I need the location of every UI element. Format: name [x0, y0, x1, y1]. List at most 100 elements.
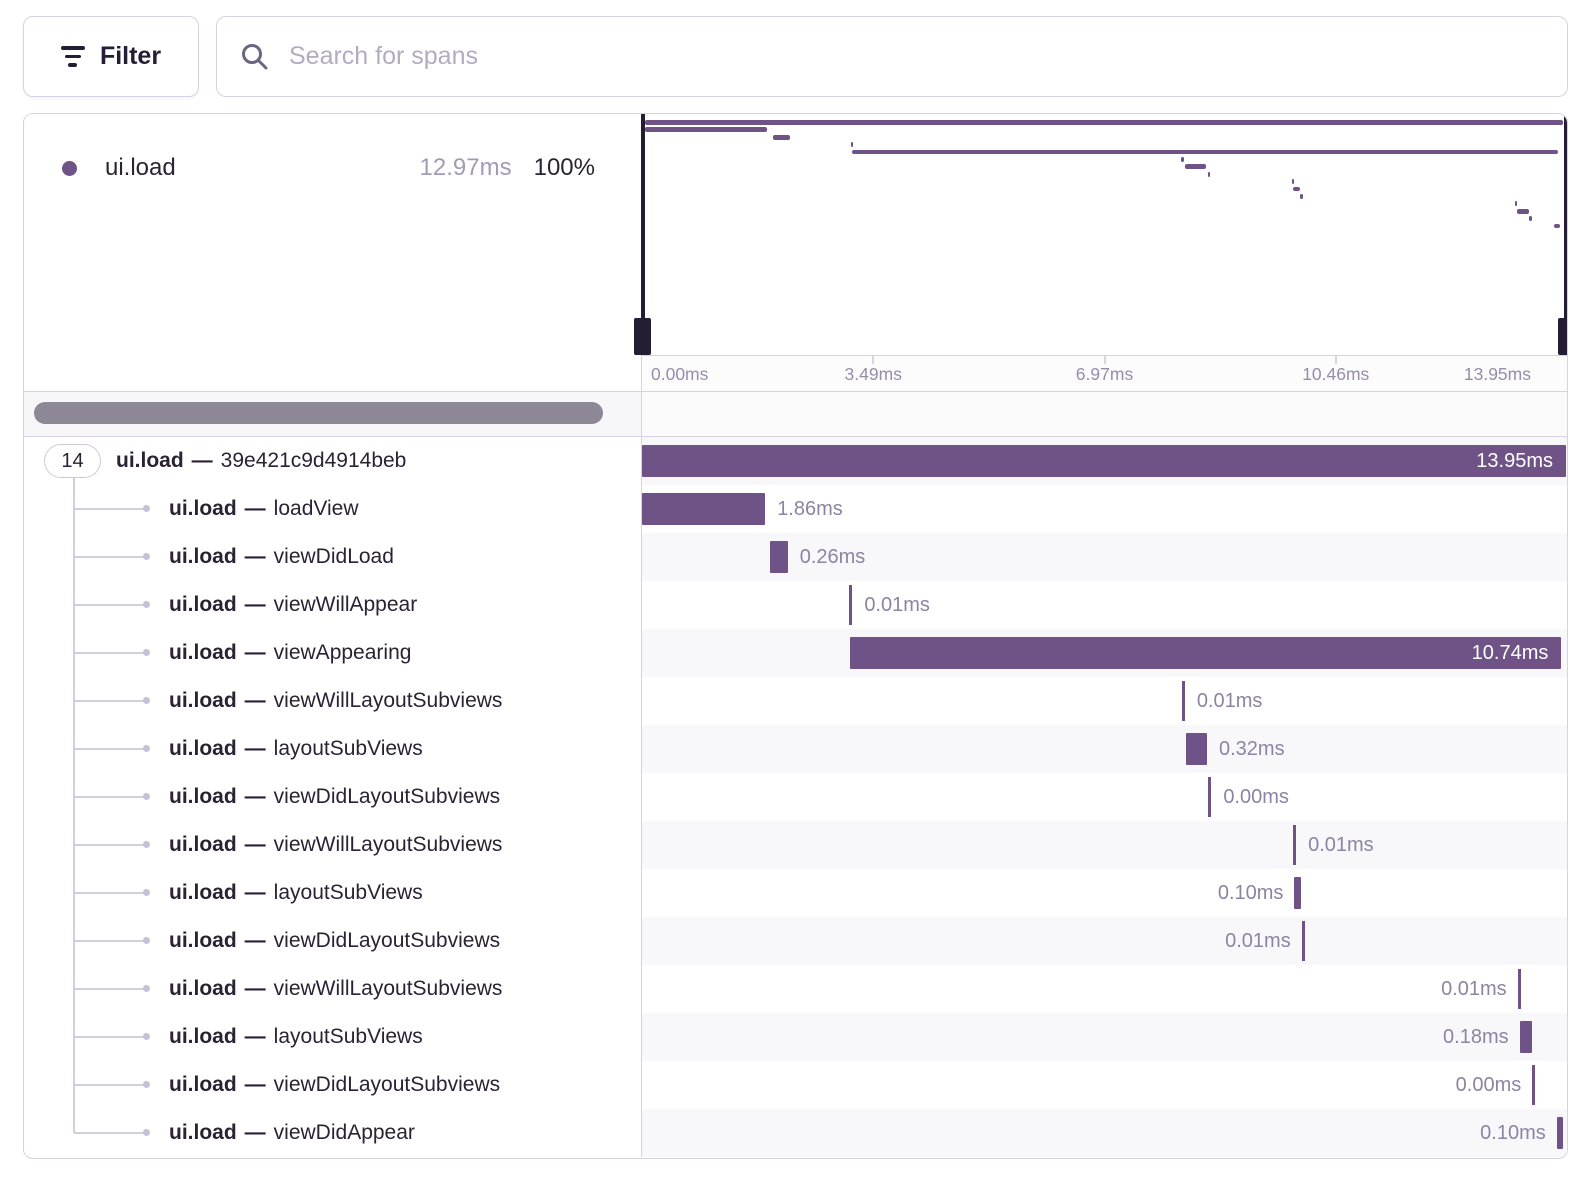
span-row[interactable]: ui.load — viewWillLayoutSubviews 0.01ms: [24, 821, 1567, 869]
span-row[interactable]: ui.load — layoutSubViews 0.18ms: [24, 1013, 1567, 1061]
tree-connector-line: [74, 1036, 146, 1038]
axis-label: 13.95ms: [1463, 364, 1531, 384]
span-duration-label: 0.00ms: [1223, 786, 1289, 808]
tree-trunk-line: [73, 478, 75, 1133]
span-tree-cell: ui.load — viewDidLayoutSubviews: [24, 773, 642, 821]
tree-connector-dot: [143, 697, 150, 704]
span-label: ui.load —39e421c9d4914beb: [116, 449, 407, 472]
trace-panel: ui.load 12.97ms 100% 0.00ms 3.49ms 6.97ms 1…: [23, 113, 1568, 1159]
span-tree-cell: 14 ui.load —39e421c9d4914beb: [24, 437, 642, 485]
span-bar[interactable]: [1208, 777, 1212, 817]
toolbar: Filter: [23, 16, 1568, 97]
span-tree-cell: ui.load — viewDidLoad: [24, 533, 642, 581]
span-row[interactable]: ui.load — viewDidLoad 0.26ms: [24, 533, 1567, 581]
span-duration-label: 0.01ms: [864, 594, 930, 616]
span-duration-label: 0.01ms: [1225, 930, 1291, 952]
tree-connector-line: [74, 844, 146, 846]
span-label: ui.load — layoutSubViews: [169, 737, 423, 760]
tree-connector-dot: [143, 889, 150, 896]
horizontal-scrollbar[interactable]: [34, 402, 603, 424]
span-label: ui.load — viewDidLoad: [169, 545, 394, 568]
span-bar[interactable]: [1294, 877, 1302, 909]
span-bar[interactable]: [1185, 733, 1207, 765]
span-bar[interactable]: [1293, 825, 1297, 865]
span-tree-cell: ui.load — viewDidLayoutSubviews: [24, 1061, 642, 1109]
tree-connector-line: [74, 700, 146, 702]
tree-connector-line: [74, 604, 146, 606]
span-row[interactable]: ui.load — loadView 1.86ms: [24, 485, 1567, 533]
minimap-span: [851, 149, 1559, 155]
filter-button[interactable]: Filter: [23, 16, 199, 97]
span-tree-cell: ui.load — viewWillAppear: [24, 581, 642, 629]
minimap-span: [1300, 194, 1303, 199]
tree-connector-line: [74, 940, 146, 942]
tree-connector-dot: [143, 937, 150, 944]
span-row[interactable]: 14 ui.load —39e421c9d4914beb 13.95ms: [24, 437, 1567, 485]
minimap-viewport-right-line: [1564, 114, 1567, 355]
search-input[interactable]: [287, 41, 1545, 72]
span-tree-cell: ui.load — layoutSubViews: [24, 869, 642, 917]
span-duration-label: 13.95ms: [1476, 450, 1553, 472]
span-row[interactable]: ui.load — viewWillAppear 0.01ms: [24, 581, 1567, 629]
axis-label: 6.97ms: [1075, 364, 1134, 384]
tree-connector-line: [74, 892, 146, 894]
divider-right-cell: [642, 392, 1567, 436]
tree-connector-dot: [143, 1033, 150, 1040]
minimap-span: [1529, 216, 1532, 221]
span-duration-label: 0.10ms: [1480, 1122, 1546, 1144]
span-row[interactable]: ui.load — layoutSubViews 0.32ms: [24, 725, 1567, 773]
span-row[interactable]: ui.load — viewAppearing 10.74ms: [24, 629, 1567, 677]
tree-connector-dot: [143, 793, 150, 800]
span-row[interactable]: ui.load — viewWillLayoutSubviews 0.01ms: [24, 965, 1567, 1013]
minimap-left-handle[interactable]: [634, 318, 651, 355]
filter-button-label: Filter: [99, 42, 162, 70]
span-label: ui.load — viewWillLayoutSubviews: [169, 977, 503, 1000]
span-bar[interactable]: [1556, 1117, 1564, 1149]
span-duration-label: 0.26ms: [799, 546, 866, 568]
search-box[interactable]: [216, 16, 1568, 97]
minimap-span: [645, 120, 1563, 125]
axis-label: 3.49ms: [844, 364, 902, 384]
span-bar[interactable]: [1517, 969, 1521, 1009]
trace-legend-row[interactable]: ui.load 12.97ms 100%: [24, 144, 641, 192]
span-row[interactable]: ui.load — viewWillLayoutSubviews 0.01ms: [24, 677, 1567, 725]
child-count-badge[interactable]: 14: [44, 444, 101, 478]
span-label: ui.load — viewWillAppear: [169, 593, 418, 616]
span-tree-cell: ui.load — viewDidAppear: [24, 1109, 642, 1157]
tree-connector-line: [74, 556, 146, 558]
span-bar-cell: 0.10ms: [642, 1109, 1567, 1157]
span-row[interactable]: ui.load — viewDidLayoutSubviews 0.01ms: [24, 917, 1567, 965]
span-bar[interactable]: [1181, 681, 1185, 721]
span-rows: 14 ui.load —39e421c9d4914beb 13.95ms ui.load…: [24, 437, 1567, 1158]
span-row[interactable]: ui.load — viewDidLayoutSubviews 0.00ms: [24, 1061, 1567, 1109]
span-bar[interactable]: [849, 637, 1562, 669]
minimap-span: [1516, 208, 1529, 214]
span-bar[interactable]: [642, 445, 1566, 477]
span-bar-cell: 0.32ms: [642, 725, 1567, 773]
span-row[interactable]: ui.load — viewDidLayoutSubviews 0.00ms: [24, 773, 1567, 821]
minimap-right-handle[interactable]: [1558, 318, 1567, 355]
span-duration-label: 0.10ms: [1217, 882, 1284, 904]
time-axis: 0.00ms 3.49ms 6.97ms 10.46ms 13.95ms: [642, 355, 1567, 391]
span-tree-cell: ui.load — viewWillLayoutSubviews: [24, 677, 642, 725]
trace-minimap[interactable]: [634, 114, 1567, 355]
span-color-dot: [62, 160, 77, 176]
span-bar-cell: 13.95ms: [642, 437, 1567, 485]
span-row[interactable]: ui.load — viewDidAppear 0.10ms: [24, 1109, 1567, 1157]
span-duration-label: 0.00ms: [1455, 1074, 1522, 1096]
span-bar-cell: 0.00ms: [642, 1061, 1567, 1109]
span-row[interactable]: ui.load — layoutSubViews 0.10ms: [24, 869, 1567, 917]
span-duration-label: 0.01ms: [1308, 834, 1374, 856]
minimap-span: [772, 134, 790, 140]
panel-divider-row: [24, 391, 1567, 437]
span-bar[interactable]: [642, 493, 766, 525]
tree-connector-line: [74, 748, 146, 750]
span-bar[interactable]: [849, 585, 853, 625]
tree-connector-line: [74, 652, 146, 654]
span-bar[interactable]: [1301, 921, 1305, 961]
span-bar-cell: 0.10ms: [642, 869, 1567, 917]
span-bar[interactable]: [770, 541, 788, 573]
span-bar[interactable]: [1519, 1021, 1532, 1053]
span-bar[interactable]: [1532, 1065, 1536, 1105]
